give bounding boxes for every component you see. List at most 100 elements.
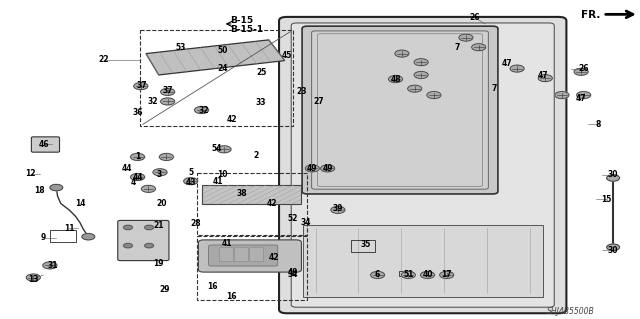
Circle shape: [472, 44, 486, 51]
Circle shape: [510, 65, 524, 72]
Text: 54: 54: [211, 144, 221, 153]
Text: 30: 30: [608, 246, 618, 255]
Text: 41: 41: [212, 177, 223, 186]
Text: 52: 52: [288, 214, 298, 223]
Text: 26: 26: [579, 64, 589, 73]
Bar: [197, 236, 307, 300]
Text: 49: 49: [307, 164, 317, 173]
Circle shape: [195, 107, 209, 114]
Circle shape: [82, 234, 95, 240]
Circle shape: [440, 271, 454, 278]
Circle shape: [134, 83, 148, 90]
Circle shape: [538, 75, 552, 82]
Circle shape: [161, 98, 175, 105]
Text: 7: 7: [492, 84, 497, 93]
Text: 4: 4: [131, 178, 136, 187]
FancyBboxPatch shape: [31, 137, 60, 152]
Text: 13: 13: [28, 275, 38, 284]
Circle shape: [145, 225, 154, 230]
Text: 25: 25: [256, 68, 266, 77]
Circle shape: [153, 169, 167, 176]
Circle shape: [141, 185, 156, 192]
Text: 49: 49: [323, 164, 333, 173]
Circle shape: [124, 225, 132, 230]
FancyBboxPatch shape: [209, 245, 278, 266]
Text: 5: 5: [188, 168, 193, 177]
Text: 27: 27: [314, 97, 324, 106]
Text: 32: 32: [198, 106, 209, 115]
Text: 38: 38: [237, 189, 247, 198]
Circle shape: [408, 85, 422, 92]
Text: 23: 23: [297, 87, 307, 96]
Circle shape: [124, 243, 132, 248]
Bar: [140, 30, 293, 126]
Polygon shape: [146, 40, 285, 75]
Text: 10: 10: [218, 170, 228, 179]
Bar: [50, 230, 76, 242]
Circle shape: [50, 184, 63, 191]
Circle shape: [427, 92, 441, 99]
Text: 15: 15: [602, 195, 612, 204]
Text: 41: 41: [222, 239, 232, 248]
Circle shape: [161, 88, 175, 95]
Text: 50: 50: [218, 46, 228, 55]
FancyBboxPatch shape: [302, 26, 498, 194]
Text: SHJ4B5500B: SHJ4B5500B: [547, 308, 595, 316]
FancyBboxPatch shape: [118, 220, 169, 261]
Text: 20: 20: [156, 199, 166, 208]
Text: 16: 16: [227, 292, 237, 300]
Text: 47: 47: [538, 71, 548, 80]
Text: 42: 42: [267, 199, 277, 208]
Bar: [351, 240, 375, 252]
FancyBboxPatch shape: [250, 248, 264, 262]
Text: 51: 51: [403, 271, 413, 279]
Circle shape: [555, 92, 569, 99]
Circle shape: [305, 165, 319, 172]
Circle shape: [401, 271, 415, 278]
Bar: [197, 173, 307, 235]
Text: 30: 30: [608, 170, 618, 179]
Text: 1: 1: [135, 152, 140, 161]
Text: 24: 24: [218, 64, 228, 73]
Text: 12: 12: [26, 169, 36, 178]
Circle shape: [577, 92, 591, 99]
Text: 11: 11: [64, 224, 74, 233]
Text: 26: 26: [470, 13, 480, 22]
Circle shape: [459, 34, 473, 41]
Text: 19: 19: [154, 259, 164, 268]
FancyBboxPatch shape: [234, 248, 248, 262]
Text: 47: 47: [576, 94, 586, 103]
Circle shape: [420, 271, 435, 278]
Circle shape: [321, 165, 335, 172]
Circle shape: [184, 178, 198, 185]
Circle shape: [131, 174, 145, 181]
Text: 37: 37: [137, 81, 147, 90]
Circle shape: [131, 153, 145, 160]
Text: 32: 32: [147, 97, 157, 106]
Text: 36: 36: [132, 108, 143, 117]
Circle shape: [145, 243, 154, 248]
Text: 18: 18: [35, 186, 45, 195]
Text: 40: 40: [422, 271, 433, 279]
Text: 29: 29: [160, 285, 170, 294]
FancyBboxPatch shape: [312, 31, 488, 189]
Text: 39: 39: [333, 204, 343, 213]
Text: 42: 42: [227, 115, 237, 124]
Circle shape: [607, 244, 620, 250]
Text: 28: 28: [190, 219, 200, 228]
Circle shape: [414, 71, 428, 78]
Text: 31: 31: [47, 261, 58, 270]
Text: 43: 43: [186, 178, 196, 187]
Text: B-15: B-15: [230, 16, 253, 25]
FancyBboxPatch shape: [198, 240, 301, 272]
Text: 22: 22: [99, 56, 109, 64]
Text: 45: 45: [282, 51, 292, 60]
Circle shape: [395, 50, 409, 57]
Circle shape: [26, 274, 40, 281]
Circle shape: [43, 262, 57, 269]
FancyBboxPatch shape: [220, 248, 234, 262]
Circle shape: [414, 59, 428, 66]
Circle shape: [388, 76, 403, 83]
Circle shape: [217, 146, 231, 153]
FancyBboxPatch shape: [291, 23, 554, 307]
